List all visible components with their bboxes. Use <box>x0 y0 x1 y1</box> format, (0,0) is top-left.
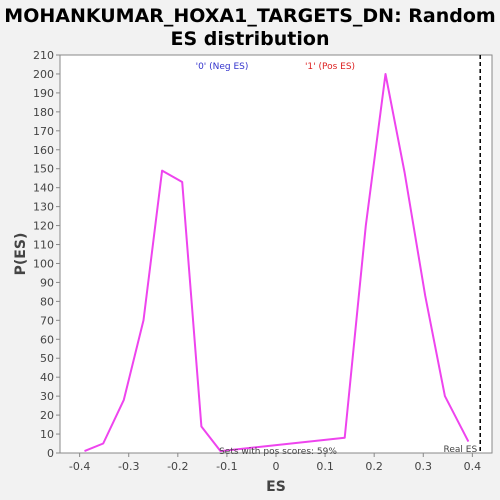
y-tick-label: 80 <box>40 295 54 308</box>
y-tick-label: 180 <box>33 106 54 119</box>
legend-pos-es: '1' (Pos ES) <box>305 62 355 72</box>
y-tick-label: 210 <box>33 49 54 62</box>
y-tick-label: 150 <box>33 163 54 176</box>
y-tick-label: 200 <box>33 68 54 81</box>
y-tick-label: 0 <box>47 447 54 460</box>
y-tick-label: 170 <box>33 125 54 138</box>
y-tick-label: 50 <box>40 352 54 365</box>
legend-neg-es: '0' (Neg ES) <box>196 62 249 72</box>
x-tick-label: -0.1 <box>216 460 237 473</box>
y-tick-label: 110 <box>33 239 54 252</box>
y-tick-label: 120 <box>33 220 54 233</box>
plot-area <box>59 54 493 454</box>
y-tick-label: 100 <box>33 257 54 270</box>
chart-title-line2: ES distribution <box>171 28 330 50</box>
x-tick-label: -0.4 <box>69 460 90 473</box>
y-tick-label: 40 <box>40 371 54 384</box>
y-tick-label: 20 <box>40 409 54 422</box>
x-tick-label: -0.3 <box>118 460 139 473</box>
series-line <box>84 73 470 453</box>
x-axis: -0.4 -0.3 -0.2 -0.1 0 0.1 0.2 0.3 0.4 <box>69 453 481 473</box>
pos-scores-annotation: Sets with pos scores: 59% <box>219 447 337 457</box>
real-es-label: Real ES <box>444 445 478 455</box>
y-axis-label: P(ES) <box>13 233 29 276</box>
y-tick-label: 190 <box>33 87 54 100</box>
series-group <box>84 73 470 453</box>
y-tick-label: 140 <box>33 182 54 195</box>
chart-title-line1: MOHANKUMAR_HOXA1_TARGETS_DN: Random <box>4 5 495 27</box>
y-tick-label: 90 <box>40 276 54 289</box>
x-tick-label: 0.3 <box>415 460 433 473</box>
y-axis: 0 10 20 30 40 50 60 70 80 90 100 110 120 130 140 150 160… <box>33 49 60 460</box>
y-tick-label: 160 <box>33 144 54 157</box>
y-tick-label: 70 <box>40 314 54 327</box>
y-tick-label: 10 <box>40 428 54 441</box>
x-tick-label: 0 <box>273 460 280 473</box>
x-tick-label: 0.2 <box>365 460 383 473</box>
y-tick-label: 130 <box>33 201 54 214</box>
x-tick-label: 0.1 <box>316 460 334 473</box>
x-tick-label: 0.4 <box>464 460 482 473</box>
y-tick-label: 30 <box>40 390 54 403</box>
x-tick-label: -0.2 <box>167 460 188 473</box>
y-tick-label: 60 <box>40 333 54 346</box>
x-axis-label: ES <box>266 479 286 495</box>
